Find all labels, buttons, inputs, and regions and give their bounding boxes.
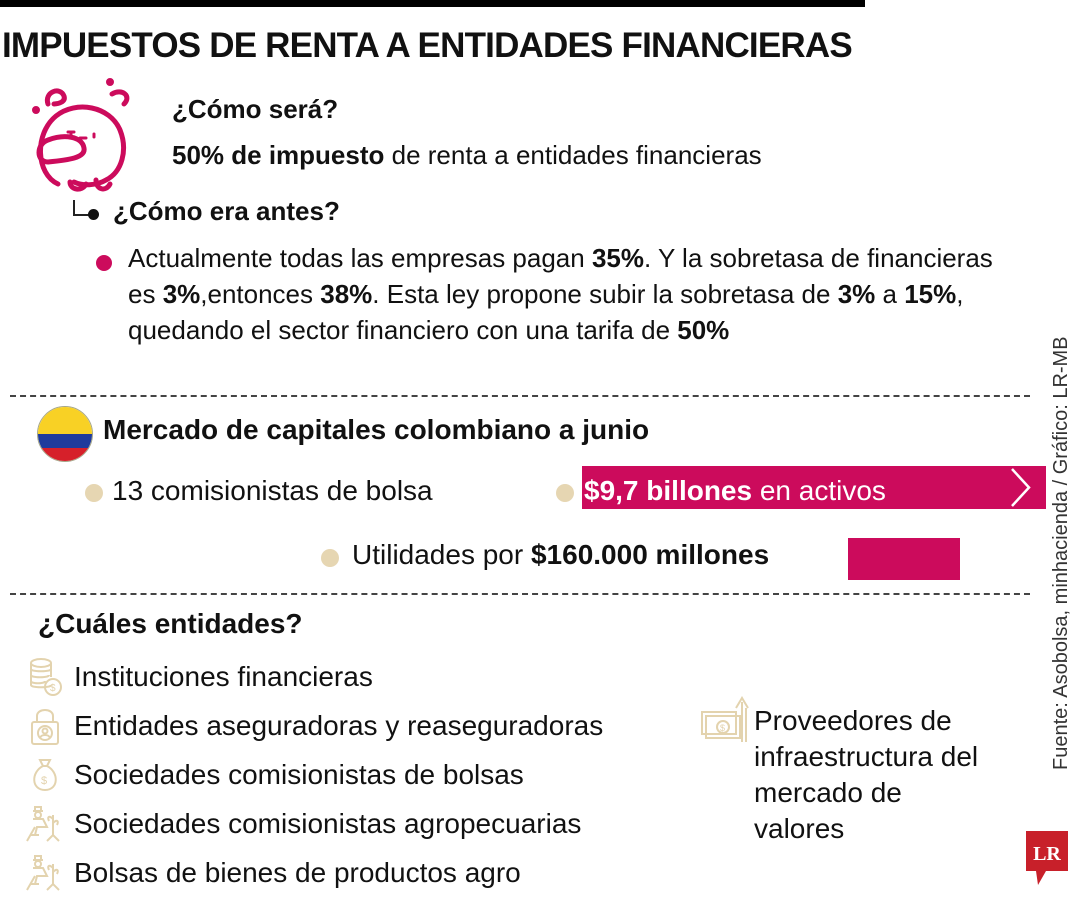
profits-stat: Utilidades por $160.000 millones	[352, 539, 769, 571]
brokers-stat: 13 comisionistas de bolsa	[112, 475, 433, 506]
coins-stack-icon: $	[24, 656, 66, 698]
banknote-arrow-up-icon: $	[701, 696, 749, 742]
highlight-value: 50%	[677, 315, 730, 345]
assets-bar	[582, 466, 1046, 509]
svg-text:$: $	[720, 723, 725, 733]
list-item: $ Instituciones financieras	[24, 652, 603, 701]
list-item: Bolsas de bienes de productos agro	[24, 848, 603, 897]
svg-text:LR: LR	[1033, 843, 1061, 865]
highlight-value: 3%	[837, 279, 876, 309]
farmer-plant-icon	[24, 803, 66, 845]
highlight-value: 35%	[591, 243, 644, 273]
highlight-value: 3%	[162, 279, 201, 309]
svg-text:$: $	[50, 683, 56, 694]
dashed-divider	[10, 593, 1030, 595]
beige-bullet-icon	[85, 484, 103, 502]
paragraph-text: Actualmente todas las empresas pagan	[128, 243, 592, 273]
chevron-right-icon	[1011, 468, 1031, 507]
before-paragraph: Actualmente todas las empresas pagan 35%…	[128, 240, 998, 348]
future-answer: 50% de impuesto de renta a entidades fin…	[172, 140, 762, 171]
entity-label: Sociedades comisionistas de bolsas	[74, 758, 524, 790]
page-title: IMPUESTOS DE RENTA A ENTIDADES FINANCIER…	[2, 26, 853, 65]
connector-dot	[88, 209, 99, 220]
paragraph-text: a	[875, 279, 905, 309]
top-rule	[0, 0, 865, 7]
lr-logo: LR	[1026, 831, 1068, 885]
highlight-value: 15%	[904, 279, 957, 309]
entity-label: Instituciones financieras	[74, 660, 373, 692]
connector-line	[73, 214, 91, 216]
entities-question: ¿Cuáles entidades?	[38, 608, 303, 639]
highlight-value: 38%	[320, 279, 373, 309]
pink-bullet-icon	[96, 255, 112, 271]
thinking-mascot-icon	[32, 78, 130, 192]
source-credit: Fuente: Asobolsa, minhacienda / Gráfico:…	[1050, 336, 1072, 770]
paragraph-text: . Y la sobretasa de financieras es	[128, 243, 993, 309]
assets-value: $9,7 billones	[584, 475, 753, 506]
connector-line	[73, 200, 75, 216]
entity-label: Sociedades comisionistas agropecuarias	[74, 807, 582, 839]
profits-bar	[848, 538, 960, 580]
future-answer-rest: de renta a entidades financieras	[384, 140, 762, 170]
padlock-person-icon	[24, 705, 66, 747]
assets-label: en activos	[752, 475, 886, 506]
before-question: ¿Cómo era antes?	[113, 196, 340, 226]
beige-bullet-icon	[556, 484, 574, 502]
assets-stat: $9,7 billones en activos	[584, 475, 886, 507]
farmer-plant-icon	[24, 852, 66, 894]
future-question: ¿Cómo será?	[172, 94, 339, 124]
market-title: Mercado de capitales colombiano a junio	[103, 414, 650, 445]
future-answer-bold: 50% de impuesto	[172, 140, 385, 170]
colombia-flag-icon	[37, 406, 93, 462]
paragraph-text: ,entonces	[200, 279, 321, 309]
profits-label: Utilidades por	[352, 539, 531, 570]
dashed-divider	[10, 395, 1030, 397]
paragraph-text: , quedando el sector financiero con una …	[128, 279, 964, 345]
svg-text:$: $	[41, 775, 47, 787]
list-item: $ Sociedades comisionistas de bolsas	[24, 750, 603, 799]
money-bag-icon: $	[24, 754, 66, 796]
entity-label: Entidades aseguradoras y reaseguradoras	[74, 709, 604, 741]
profits-value: $160.000 millones	[530, 539, 770, 570]
infra-label: Proveedores de infraestructura del merca…	[754, 705, 979, 844]
beige-bullet-icon	[321, 549, 339, 567]
entity-label: Bolsas de bienes de productos agro	[74, 856, 521, 888]
paragraph-text: . Esta ley propone subir la sobretasa de	[372, 279, 838, 309]
entity-list: $ Instituciones financieras Entidades as…	[24, 652, 603, 897]
list-item: Sociedades comisionistas agropecuarias	[24, 799, 603, 848]
list-item: Entidades aseguradoras y reaseguradoras	[24, 701, 603, 750]
